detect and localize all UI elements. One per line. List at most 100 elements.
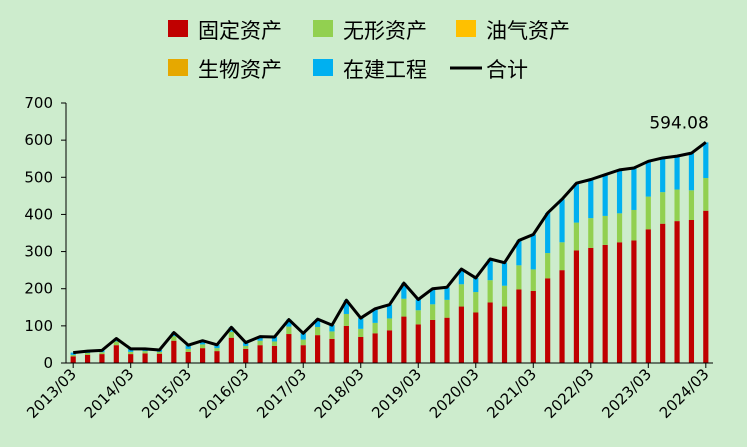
bar-segment-construction-in-progress <box>430 288 436 305</box>
bar-segment-construction-in-progress <box>300 333 306 340</box>
legend-item-fixed-assets: 固定资产 <box>168 19 282 43</box>
bar-segment-fixed-assets <box>315 335 321 363</box>
bar-segment-construction-in-progress <box>401 283 407 299</box>
bar-segment-intangible-assets <box>559 242 565 271</box>
bar-segment-construction-in-progress <box>545 212 551 254</box>
bar-segment-fixed-assets <box>358 337 364 363</box>
bar-segment-intangible-assets <box>545 253 551 279</box>
bar-segment-intangible-assets <box>243 345 249 349</box>
bar-segment-intangible-assets <box>329 331 335 339</box>
x-tick-label: 2016/03 <box>196 365 253 422</box>
x-tick-label: 2024/03 <box>656 365 713 422</box>
y-tick-label: 100 <box>24 317 53 335</box>
bar-segment-construction-in-progress <box>631 168 637 210</box>
bar-segment-fixed-assets <box>559 270 565 363</box>
bar-segment-fixed-assets <box>286 334 292 363</box>
bar-segment-intangible-assets <box>415 310 421 325</box>
bar-segment-intangible-assets <box>257 340 263 346</box>
bar-segment-intangible-assets <box>315 326 321 336</box>
bar-segment-construction-in-progress <box>473 277 479 293</box>
bar-segment-construction-in-progress <box>200 340 206 345</box>
bar-segment-fixed-assets <box>185 351 191 363</box>
legend-label: 无形资产 <box>343 19 427 43</box>
bar-segment-construction-in-progress <box>70 352 76 355</box>
bar-segment-construction-in-progress <box>286 319 292 327</box>
legend-label: 在建工程 <box>343 58 427 82</box>
bar-segment-fixed-assets <box>243 348 249 363</box>
bar-segment-construction-in-progress <box>358 318 364 329</box>
bar-segment-construction-in-progress <box>616 169 623 214</box>
bar-segment-fixed-assets <box>516 289 522 363</box>
x-axis: 2013/03 2014/03 2015/03 2016/03 2017/03 2018/… <box>23 362 713 422</box>
bar-segment-fixed-assets <box>688 220 695 363</box>
bar-segment-intangible-assets <box>171 336 177 341</box>
bar-segment-intangible-assets <box>588 218 594 248</box>
legend-swatch <box>313 59 333 76</box>
x-tick-label: 2018/03 <box>311 365 368 422</box>
x-tick-label: 2020/03 <box>426 365 483 422</box>
x-tick-label: 2013/03 <box>23 365 80 422</box>
bar-segment-construction-in-progress <box>501 262 508 286</box>
bar-segment-intangible-assets <box>487 280 493 303</box>
bar-segment-intangible-assets <box>214 348 220 352</box>
bar-segment-fixed-assets <box>329 338 335 363</box>
x-tick-label: 2022/03 <box>541 365 598 422</box>
bar-segment-fixed-assets <box>300 345 306 363</box>
bar-segment-fixed-assets <box>171 340 177 363</box>
bar-segment-intangible-assets <box>228 331 234 338</box>
bar-segment-fixed-assets <box>530 290 536 363</box>
bar-segment-fixed-assets <box>214 351 220 363</box>
bar-segment-fixed-assets <box>473 312 479 363</box>
bar-segment-intangible-assets <box>430 304 436 320</box>
bar-segment-construction-in-progress <box>588 179 594 219</box>
legend-item-construction-in-progress: 在建工程 <box>313 58 427 82</box>
x-tick-label: 2021/03 <box>483 365 540 422</box>
y-axis: 0 100 200 300 400 500 600 700 <box>24 94 67 372</box>
bar-segment-construction-in-progress <box>214 344 220 349</box>
legend-swatch <box>313 20 333 37</box>
bar-segment-intangible-assets <box>142 351 148 354</box>
bar-segment-fixed-assets <box>271 345 278 363</box>
bar-segment-fixed-assets <box>501 306 508 363</box>
x-tick-label: 2019/03 <box>368 365 425 422</box>
bar-segment-construction-in-progress <box>372 308 378 323</box>
bar-segment-intangible-assets <box>688 190 695 220</box>
bar-segment-construction-in-progress <box>315 319 321 327</box>
bar-segment-fixed-assets <box>588 247 594 363</box>
bar-segment-intangible-assets <box>674 189 680 222</box>
bar-segment-intangible-assets <box>185 348 191 352</box>
y-tick-label: 500 <box>24 168 53 186</box>
bar-segment-construction-in-progress <box>645 161 651 197</box>
bar-segment-fixed-assets <box>631 240 637 363</box>
bar-segment-construction-in-progress <box>271 337 278 342</box>
y-tick-label: 700 <box>24 94 53 112</box>
legend-item-biological-assets: 生物资产 <box>168 58 282 82</box>
bar-segment-intangible-assets <box>358 328 364 337</box>
bar-segment-construction-in-progress <box>257 336 263 341</box>
bar-segment-intangible-assets <box>660 192 666 224</box>
bar-segment-construction-in-progress <box>444 287 450 300</box>
bar-segment-fixed-assets <box>703 210 709 363</box>
legend-label: 固定资产 <box>198 19 282 43</box>
bar-segment-intangible-assets <box>372 322 378 334</box>
bar-segment-fixed-assets <box>99 354 105 363</box>
bar-segment-construction-in-progress <box>185 345 191 349</box>
bar-segment-fixed-assets <box>573 250 579 363</box>
bar-segment-intangible-assets <box>703 178 709 211</box>
bar-segment-intangible-assets <box>444 299 450 318</box>
bar-segment-fixed-assets <box>674 221 680 363</box>
y-tick-label: 0 <box>43 354 53 372</box>
bar-segment-construction-in-progress <box>559 199 565 243</box>
bar-segment-construction-in-progress <box>674 156 680 190</box>
legend-swatch <box>456 20 476 37</box>
y-tick-label: 600 <box>24 131 53 149</box>
x-tick-label: 2014/03 <box>81 365 138 422</box>
legend-item-intangible-assets: 无形资产 <box>313 19 427 43</box>
bar-segment-intangible-assets <box>501 285 508 307</box>
legend-swatch <box>168 59 188 76</box>
bar-segment-intangible-assets <box>300 339 306 346</box>
bar-segment-intangible-assets <box>84 352 91 355</box>
